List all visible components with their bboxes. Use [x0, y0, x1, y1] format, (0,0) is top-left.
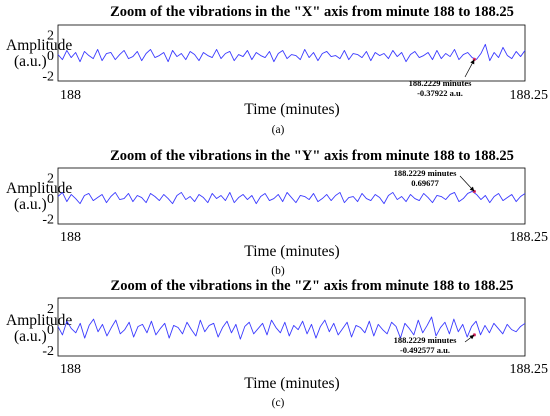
annotation-arrowhead: [470, 59, 475, 65]
y-tick-label: -2: [42, 69, 54, 84]
y-tick-label: 2: [47, 29, 54, 44]
y-axis-label-line1: Amplitude: [6, 180, 72, 197]
x-tick-label-end: 188.25: [510, 88, 549, 103]
annotation-line1: 188.2229 minutes: [409, 78, 473, 88]
panel-label: (b): [271, 265, 285, 277]
y-tick-label: 0: [47, 323, 54, 338]
series-line: [57, 43, 526, 63]
annotation: 188.2229 minutes -0.492577 a.u.: [394, 334, 475, 355]
chart-panel-z: Zoom of the vibrations in the "Z" axis f…: [6, 278, 548, 409]
x-axis-label: Time (minutes): [244, 243, 339, 260]
y-tick-label: 2: [47, 172, 54, 187]
y-axis-label-line2: (a.u.): [14, 328, 47, 345]
plot-frame: [57, 24, 526, 82]
chart-panel-x: Zoom of the vibrations in the "X" axis f…: [6, 4, 548, 136]
series-group: [57, 43, 526, 63]
annotation-line1: 188.2229 minutes: [394, 335, 458, 345]
y-tick-label: -2: [42, 212, 54, 227]
annotation-line2: 0.69677: [411, 178, 439, 188]
x-tick-label-start: 188: [60, 230, 81, 245]
series-line: [57, 190, 526, 205]
annotation-arrowhead: [469, 186, 475, 192]
annotation-line1: 188.2229 minutes: [394, 168, 458, 178]
chart-title: Zoom of the vibrations in the "X" axis f…: [110, 4, 514, 20]
x-tick-label-start: 188: [60, 362, 81, 377]
chart-title: Zoom of the vibrations in the "Y" axis f…: [110, 148, 514, 164]
plot-frame: [57, 297, 526, 357]
y-tick-label: 2: [47, 302, 54, 317]
y-tick-label: 0: [47, 192, 54, 207]
series-line: [57, 316, 526, 340]
x-axis-label: Time (minutes): [244, 101, 339, 118]
annotation-line2: -0.492577 a.u.: [400, 345, 450, 355]
y-axis-label-line1: Amplitude: [6, 37, 72, 54]
x-tick-label-end: 188.25: [510, 230, 549, 245]
y-axis-label-line2: (a.u.): [14, 196, 47, 213]
x-tick-label-end: 188.25: [510, 362, 549, 377]
y-axis-label-line1: Amplitude: [6, 312, 72, 329]
chart-panel-y: Zoom of the vibrations in the "Y" axis f…: [6, 148, 548, 277]
y-axis-label-line2: (a.u.): [14, 53, 47, 70]
annotation: 188.2229 minutes 0.69677: [394, 168, 475, 192]
panel-label: (a): [272, 124, 285, 136]
series-group: [57, 189, 526, 205]
annotation-line2: -0.37922 a.u.: [417, 88, 463, 98]
annotation-arrowhead: [469, 334, 475, 340]
panel-label: (c): [272, 397, 285, 409]
chart-title: Zoom of the vibrations in the "Z" axis f…: [111, 278, 514, 294]
y-tick-label: -2: [42, 344, 54, 359]
annotation: 188.2229 minutes -0.37922 a.u.: [409, 59, 475, 98]
x-tick-label-start: 188: [60, 88, 81, 103]
y-tick-label: 0: [47, 49, 54, 64]
x-axis-label: Time (minutes): [244, 375, 339, 392]
